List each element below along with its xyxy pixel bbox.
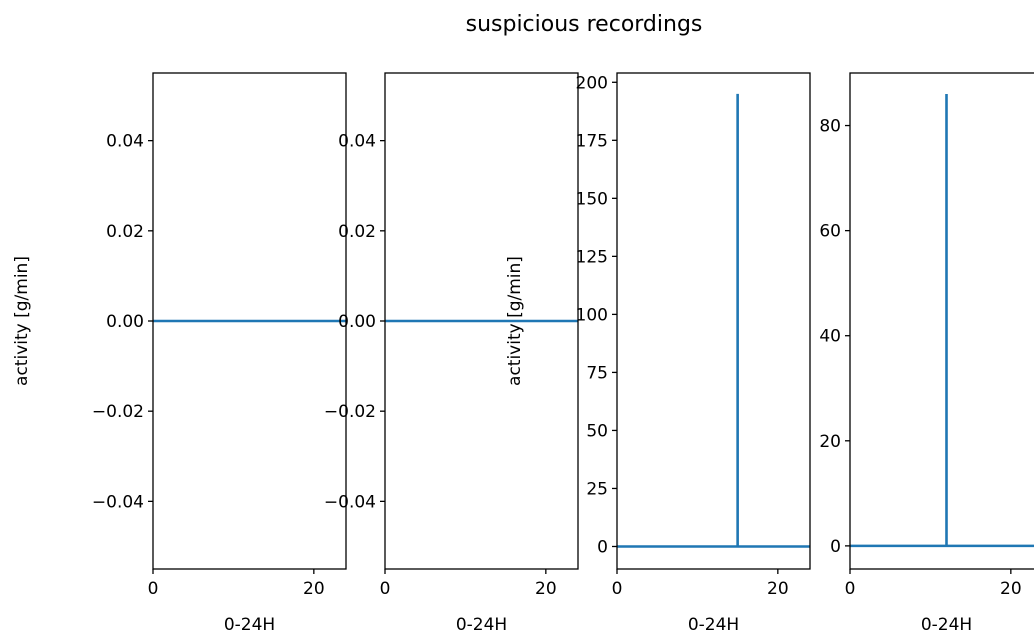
subplot-4-ytick-label: 80 (819, 117, 841, 137)
subplot-1-ytick-label: 0.02 (106, 222, 144, 242)
subplot-1-xtick-label: 0 (148, 579, 159, 599)
subplot-1-ytick-label: −0.04 (92, 492, 144, 512)
subplot-1-xlabel: 0-24H (224, 615, 275, 635)
subplot-1: −0.04 −0.02 0.00 0.02 0.04 0 20 0-24H activity [… (12, 72, 347, 635)
subplot-2-ytick-label: −0.04 (324, 492, 376, 512)
subplot-2-ytick-label: 0.02 (338, 222, 376, 242)
subplot-3-ytick-label: 25 (586, 479, 608, 499)
subplot-3-xtick-label: 20 (767, 579, 789, 599)
subplot-2-ytick-label: 0.04 (338, 132, 376, 152)
subplot-4-ytick-label: 20 (819, 432, 841, 452)
subplot-3: 0 25 50 75 100 125 150 175 200 0 20 0-24H activity [… (505, 72, 811, 635)
subplots: −0.04 −0.02 0.00 0.02 0.04 0 20 0-24H activity [… (12, 72, 1034, 635)
subplot-3-ytick-label: 175 (576, 131, 608, 151)
subplot-2-ytick-label: 0.00 (338, 312, 376, 332)
subplot-4-ytick-label: 60 (819, 222, 841, 242)
subplot-1-ytick-label: 0.00 (106, 312, 144, 332)
subplot-3-xtick-label: 0 (612, 579, 623, 599)
subplot-4: 0 20 40 60 80 0 20 0-24H (819, 72, 1034, 635)
subplot-4-xtick-label: 20 (1000, 579, 1022, 599)
subplot-2-xlabel: 0-24H (456, 615, 507, 635)
subplot-1-ytick-label: −0.02 (92, 402, 144, 422)
figure-title: suspicious recordings (466, 12, 703, 37)
subplot-3-ytick-label: 50 (586, 421, 608, 441)
subplot-3-ylabel: activity [g/min] (505, 256, 525, 386)
subplot-3-ytick-label: 0 (597, 537, 608, 557)
subplot-2-ytick-label: −0.02 (324, 402, 376, 422)
subplot-3-frame (616, 72, 811, 570)
subplot-4-series-line (850, 94, 1034, 548)
subplot-3-ytick-label: 200 (576, 73, 608, 93)
subplot-4-xtick-label: 0 (845, 579, 856, 599)
subplot-2-xtick-label: 20 (535, 579, 557, 599)
subplot-3-series-line (617, 93, 810, 548)
subplot-2-xtick-label: 0 (380, 579, 391, 599)
subplot-4-ytick-label: 0 (830, 537, 841, 557)
subplot-4-ytick-label: 40 (819, 327, 841, 347)
subplot-3-xlabel: 0-24H (688, 615, 739, 635)
subplot-3-ytick-label: 150 (576, 189, 608, 209)
subplot-1-ytick-label: 0.04 (106, 132, 144, 152)
subplot-4-xlabel: 0-24H (921, 615, 972, 635)
subplot-3-ytick-label: 100 (576, 305, 608, 325)
subplot-1-ylabel: activity [g/min] (12, 256, 32, 386)
subplot-3-ytick-label: 125 (576, 247, 608, 267)
subplot-2: −0.04 −0.02 0.00 0.02 0.04 0 20 0-24H (324, 72, 579, 635)
subplot-1-xtick-label: 20 (303, 579, 325, 599)
subplot-3-ytick-label: 75 (586, 363, 608, 383)
subplot-4-frame (849, 72, 1034, 570)
